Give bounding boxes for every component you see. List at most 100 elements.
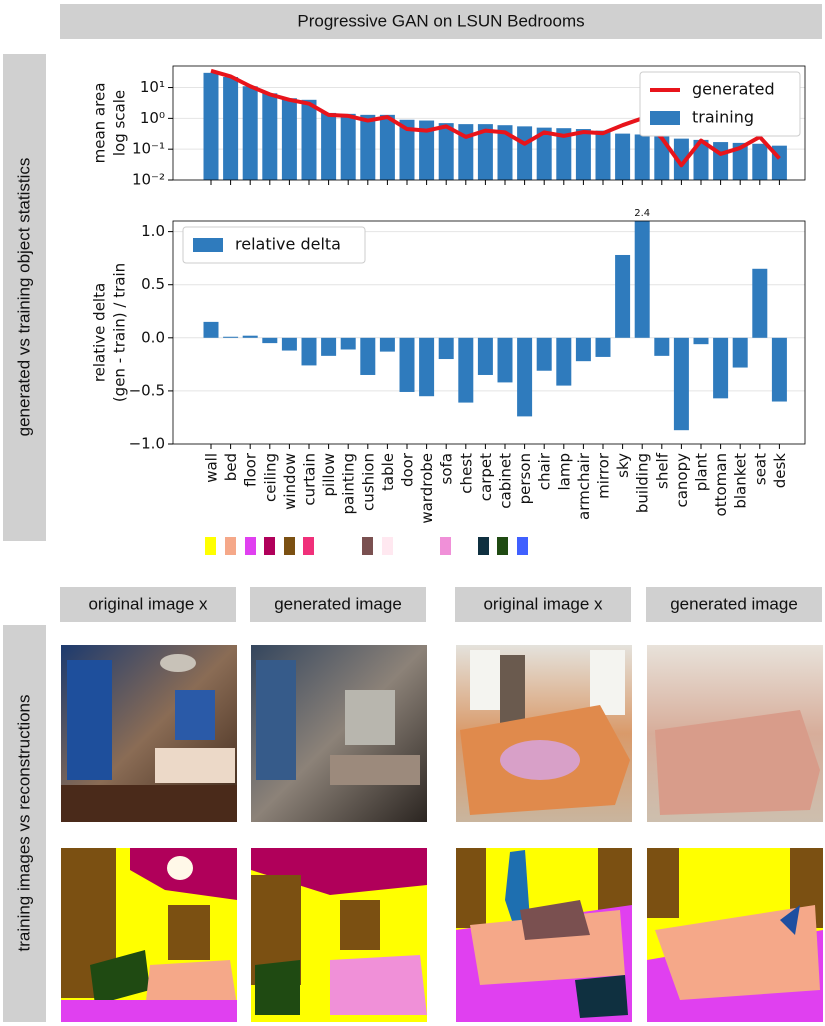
bar [301,99,317,180]
image-header: generated image [274,594,402,613]
segmentation [647,848,823,1022]
bar [693,337,709,345]
header-bar [646,587,822,622]
x-tick-label: carpet [477,453,495,501]
bar [419,337,435,397]
x-tick-label: ottoman [712,453,730,516]
x-tick-label: bed [222,453,240,481]
header-bar [455,587,631,622]
image-header: original image x [483,594,603,613]
x-tick-label: sky [614,453,632,478]
bar [321,337,337,356]
y-axis-label: (gen - train) / train [111,263,129,402]
bar [497,337,513,383]
bar [556,337,572,386]
bar [713,142,729,180]
bar [203,72,219,180]
bar [595,337,611,357]
y-tick-label: 1.0 [141,222,165,240]
data-label: 2.4 [634,208,650,219]
x-tick-label: window [281,453,299,510]
x-tick-label: sofa [438,453,456,484]
bar [654,337,670,356]
bar [262,337,278,344]
plot-area [203,68,787,180]
photo [251,645,427,822]
bar [399,119,415,180]
bar [673,138,689,180]
bar [360,114,376,180]
bar [419,120,435,180]
bar [379,114,395,180]
bar [438,123,454,180]
bar [203,321,219,338]
bar [477,124,493,180]
bar [477,337,493,375]
x-tick-label: cushion [359,453,377,511]
y-tick-label: 10⁰ [140,109,165,127]
bar [575,129,591,180]
x-tick-label: seat [751,453,769,485]
title: Progressive GAN on LSUN Bedrooms [297,11,584,30]
bar [281,98,297,180]
bar [693,139,709,180]
bar [595,130,611,180]
bar [340,337,356,350]
bar [615,254,631,338]
x-tick-label: curtain [301,453,319,506]
bar [556,128,572,180]
x-tick-label: wall [203,453,221,483]
bar [321,112,337,180]
y-tick-label: 0.5 [141,275,165,293]
bar [223,76,239,180]
x-tick-label: shelf [653,452,671,489]
bar [752,143,768,180]
axes-frame [172,65,806,181]
y-tick-label: −1.0 [129,435,165,453]
bar [752,268,768,338]
y-axis-label: mean area [91,83,109,164]
x-tick-label: pillow [320,453,338,496]
image-header: original image x [88,594,208,613]
x-tick-label: blanket [732,453,750,509]
bar [673,337,689,431]
x-tick-label: floor [242,452,260,487]
x-tick-label: mirror [595,452,613,499]
y-tick-label: 10⁻¹ [132,140,165,158]
legend: relative delta [182,226,366,264]
x-tick-label: table [379,453,397,491]
legend-swatch [650,111,680,125]
x-tick-label: building [634,453,652,513]
side-label: training images vs reconstructions [14,694,33,951]
bar [262,93,278,180]
x-tick-label: person [516,453,534,504]
header-bar [250,587,426,622]
side-bar [3,54,46,541]
bar [713,337,729,399]
axes-frame [172,220,806,445]
title-bar [60,4,822,39]
x-tick-label: painting [340,453,358,514]
x-tick-label: canopy [673,453,691,508]
header-bar [60,587,236,622]
line [210,68,781,168]
segmentation [61,848,237,1022]
y-tick-label: 0.0 [141,328,165,346]
bar [281,337,297,351]
x-tick-label: cabinet [497,453,515,509]
bar [732,142,748,180]
photo [61,645,237,822]
y-tick-label: 10⁻² [132,171,165,189]
bar [634,134,650,180]
bar [634,221,650,338]
bar [242,86,258,180]
segmentation [456,848,632,1022]
y-tick-label: −0.5 [129,381,165,399]
plot-area [203,221,787,431]
x-tick-label: ceiling [261,453,279,502]
photo [456,645,632,822]
x-tick-label: armchair [575,452,593,520]
y-axis-label: relative delta [91,283,109,382]
segmentation [251,848,427,1022]
